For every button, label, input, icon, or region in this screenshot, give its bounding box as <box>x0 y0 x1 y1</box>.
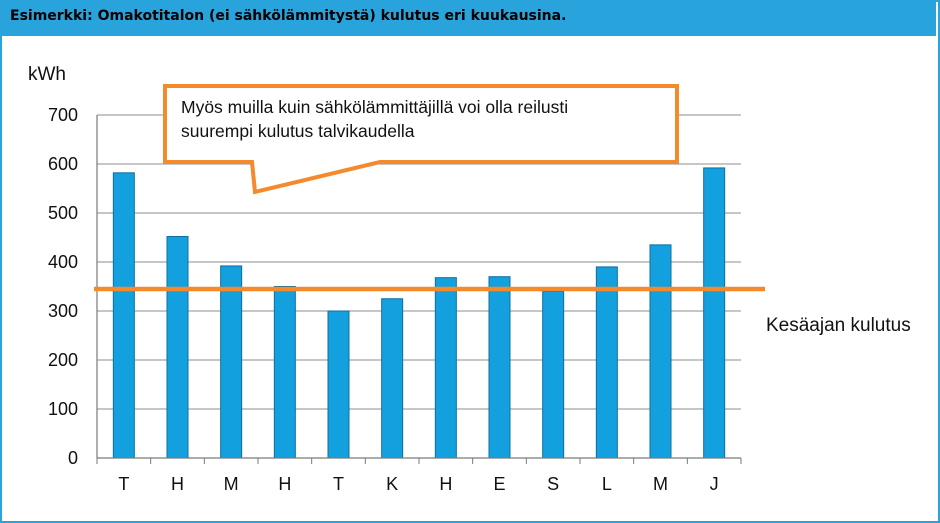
y-tick-label: 500 <box>48 203 78 223</box>
bar <box>273 286 296 459</box>
y-tick-label: 700 <box>48 105 78 125</box>
y-tick-label: 300 <box>48 301 78 321</box>
figure-header: Esimerkki: Omakotitalon (ei sähkölämmity… <box>0 0 936 36</box>
callout-line-1: Myös muilla kuin sähkölämmittäjillä voi … <box>181 97 568 117</box>
x-tick-label: L <box>602 474 612 494</box>
annotation-callout: Myös muilla kuin sähkölämmittäjillä voi … <box>163 84 679 195</box>
x-tick-label: M <box>224 474 239 494</box>
x-tick-label: H <box>278 474 291 494</box>
x-tick-label: T <box>333 474 344 494</box>
bar <box>703 167 726 459</box>
x-tick-label: H <box>171 474 184 494</box>
figure-title: Esimerkki: Omakotitalon (ei sähkölämmity… <box>10 8 567 24</box>
x-tick-label: K <box>386 474 398 494</box>
bar <box>327 310 350 459</box>
bar <box>112 172 135 459</box>
y-tick-label: 600 <box>48 154 78 174</box>
y-tick-label: 100 <box>48 399 78 419</box>
bar <box>220 265 243 459</box>
axes <box>96 115 742 464</box>
x-tick-label: M <box>653 474 668 494</box>
bar <box>542 290 565 459</box>
bar <box>381 298 404 459</box>
bar <box>649 244 672 459</box>
x-tick-label: J <box>710 474 719 494</box>
bar <box>488 276 511 459</box>
summer-consumption-label: Kesäajan kulutus <box>766 315 911 336</box>
y-tick-label: 0 <box>68 448 78 468</box>
bar <box>434 277 457 459</box>
x-tick-label: E <box>493 474 505 494</box>
bar <box>166 236 189 459</box>
y-tick-labels: 0 100 200 300 400 500 600 700 <box>48 105 78 468</box>
callout-line-2: suurempi kulutus talvikaudella <box>181 121 415 141</box>
callout-bubble <box>163 84 679 195</box>
bar <box>595 266 618 459</box>
bars <box>112 167 726 459</box>
y-tick-label: 400 <box>48 252 78 272</box>
x-tick-label: T <box>118 474 129 494</box>
y-axis-unit-label: kWh <box>28 64 66 85</box>
x-tick-label: H <box>439 474 452 494</box>
y-tick-label: 200 <box>48 350 78 370</box>
x-tick-label: S <box>547 474 559 494</box>
